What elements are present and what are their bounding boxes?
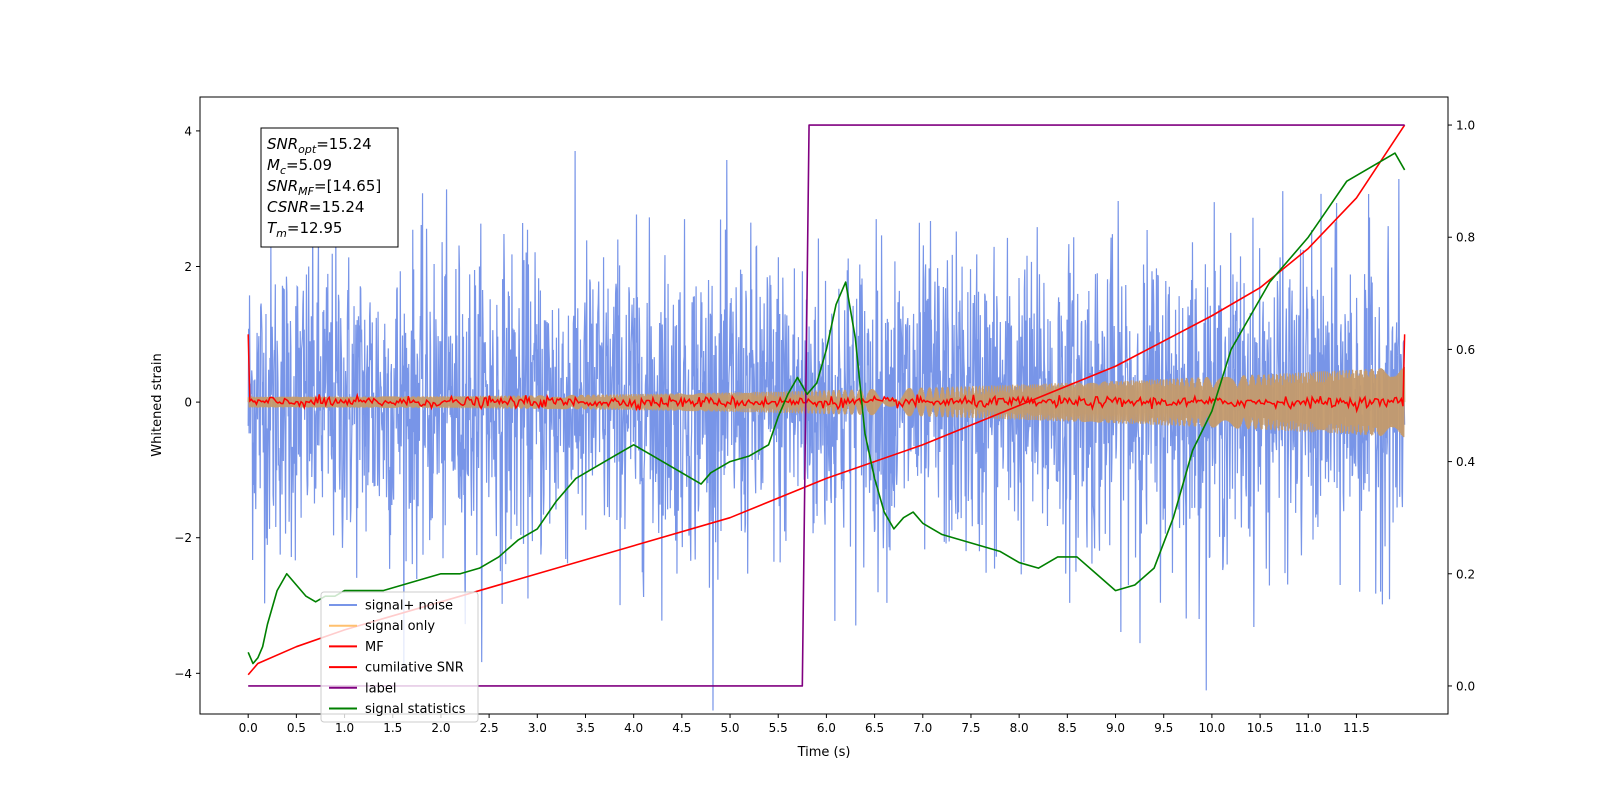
x-tick-label: 8.5 (1058, 721, 1077, 735)
y-axis-label: Whitened strain (150, 353, 165, 456)
y2-tick-label: 1.0 (1456, 119, 1475, 133)
info-box-frame (260, 127, 399, 248)
x-tick-label: 4.0 (624, 721, 643, 735)
x-axis-label: Time (s) (797, 745, 851, 760)
legend-label: signal statistics (365, 702, 466, 717)
x-tick-label: 2.5 (480, 721, 499, 735)
y-tick-label: −2 (174, 531, 192, 545)
info-line: Mc=5.09 (267, 156, 332, 177)
legend-label: cumilative SNR (365, 661, 464, 676)
y-tick-label: 2 (184, 260, 192, 274)
x-tick-label: 11.0 (1295, 721, 1322, 735)
info-line: SNRopt=15.24 (267, 135, 372, 156)
y2-tick-label: 0.0 (1456, 679, 1475, 693)
x-tick-label: 8.0 (1010, 721, 1029, 735)
info-line: CSNR=15.24 (267, 198, 364, 216)
info-box: SNRopt=15.24Mc=5.09SNRMF=[14.65]CSNR=15.… (260, 127, 399, 248)
x-tick-label: 5.0 (720, 721, 739, 735)
x-tick-label: 1.5 (383, 721, 402, 735)
x-tick-label: 6.0 (817, 721, 836, 735)
legend-label: signal only (365, 619, 435, 634)
series-label (248, 124, 1405, 687)
axes-frame (199, 96, 1449, 715)
x-tick-label: 10.5 (1247, 721, 1274, 735)
info-line: SNRMF=[14.65] (267, 177, 381, 198)
x-tick-label: 9.0 (1106, 721, 1125, 735)
x-tick-label: 4.5 (672, 721, 691, 735)
x-tick-label: 10.0 (1199, 721, 1226, 735)
x-tick-label: 3.5 (576, 721, 595, 735)
x-tick-label: 6.5 (865, 721, 884, 735)
x-tick-label: 5.5 (769, 721, 788, 735)
x-tick-label: 0.5 (287, 721, 306, 735)
legend-label: MF (365, 640, 384, 655)
x-tick-label: 7.0 (913, 721, 932, 735)
y2-tick-label: 0.4 (1456, 455, 1475, 469)
x-tick-label: 11.5 (1343, 721, 1370, 735)
y2-tick-label: 0.6 (1456, 343, 1475, 357)
x-tick-label: 2.0 (431, 721, 450, 735)
series-mf (247, 334, 1406, 414)
x-tick-label: 7.5 (961, 721, 980, 735)
legend-frame (320, 591, 479, 723)
x-tick-label: 3.0 (528, 721, 547, 735)
y2-tick-label: 0.2 (1456, 567, 1475, 581)
y-tick-label: −4 (174, 667, 192, 681)
info-line: Tm=12.95 (267, 219, 342, 240)
x-tick-label: 1.0 (335, 721, 354, 735)
x-tick-label: 9.5 (1154, 721, 1173, 735)
axis-ticks: 0.0 0.5 1.0 1.5 2.0 2.5 3.0 3.5 4.0 4.5 5.0 5.5 6.0 6… (174, 119, 1475, 735)
y2-tick-label: 0.8 (1456, 231, 1475, 245)
y-tick-label: 4 (184, 124, 192, 138)
legend-label: label (365, 681, 396, 696)
legend[interactable]: signal+ noise signal only MF cumilative SNR… (320, 591, 479, 723)
y-tick-label: 0 (184, 396, 192, 410)
x-tick-label: 0.0 (239, 721, 258, 735)
legend-label: signal+ noise (365, 599, 453, 614)
series-signal-statistics (247, 152, 1406, 665)
